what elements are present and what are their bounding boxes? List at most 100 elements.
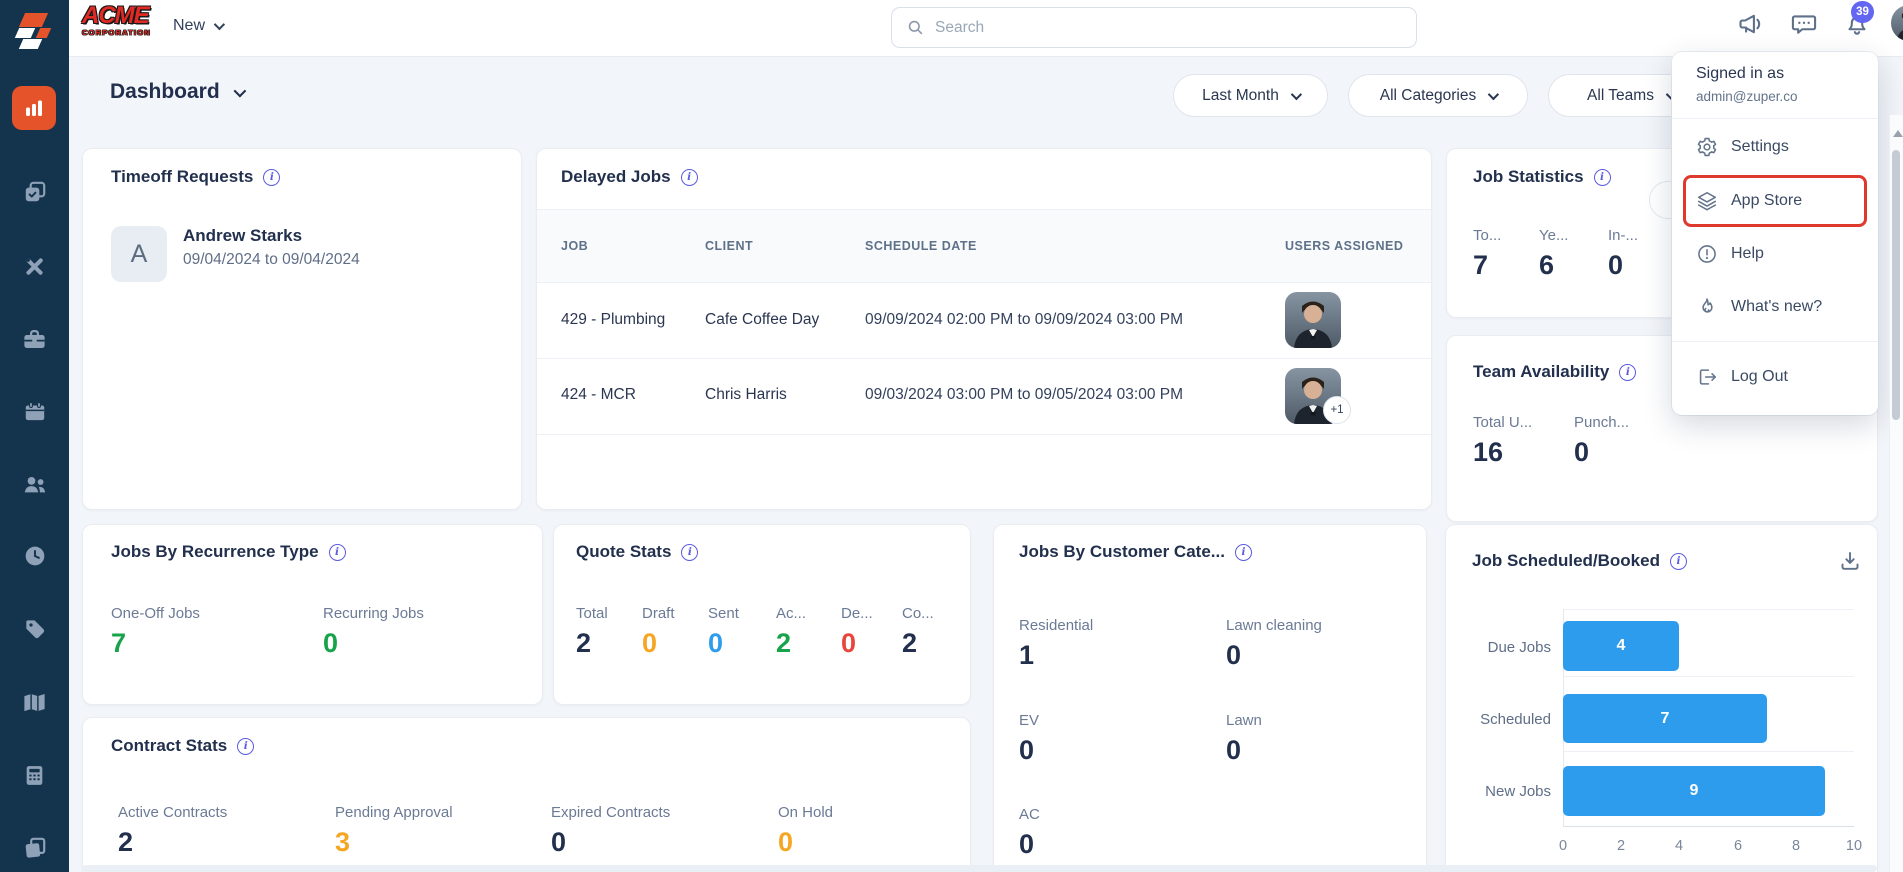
- column-header-client: CLIENT: [705, 239, 754, 253]
- job-scheduled-booked-card: Job Scheduled/Booked Due Jobs 4 Schedule…: [1445, 524, 1878, 872]
- stat-quote-converted: Co... 2: [902, 605, 934, 658]
- info-icon[interactable]: [1234, 543, 1252, 561]
- page-title[interactable]: Dashboard: [110, 80, 246, 104]
- chart-category-label: Scheduled: [1480, 711, 1551, 728]
- jobs-icon: [22, 179, 48, 205]
- column-header-users: USERS ASSIGNED: [1285, 239, 1404, 253]
- download-chart-button[interactable]: [1838, 549, 1862, 573]
- profile-avatar[interactable]: [1891, 5, 1903, 41]
- chart-category-label: New Jobs: [1485, 783, 1551, 800]
- stat-on-hold: On Hold 0: [778, 804, 834, 857]
- stat-quote-accepted: Ac... 2: [776, 605, 807, 658]
- menu-item-whats-new[interactable]: What's new?: [1672, 285, 1878, 329]
- filter-date-range[interactable]: Last Month: [1173, 74, 1328, 117]
- info-icon[interactable]: [680, 168, 698, 186]
- scrollbar-up-arrow[interactable]: [1893, 130, 1903, 137]
- sidebar-item-jobs[interactable]: [0, 168, 69, 216]
- vertical-scrollbar[interactable]: [1889, 115, 1903, 872]
- flame-icon: [1696, 296, 1718, 318]
- extra-users-badge[interactable]: +1: [1323, 396, 1351, 424]
- gear-icon: [1696, 136, 1718, 158]
- stat-inprogress: In-... 0: [1608, 227, 1639, 280]
- card-title: Timeoff Requests: [111, 167, 281, 187]
- menu-item-help[interactable]: Help: [1672, 232, 1878, 276]
- stat-total: To... 7: [1473, 227, 1502, 280]
- info-icon[interactable]: [1619, 363, 1637, 381]
- menu-item-app-store[interactable]: App Store: [1672, 179, 1878, 223]
- chart-bar[interactable]: 7: [1563, 694, 1767, 743]
- card-title: Jobs By Customer Cate...: [1019, 542, 1252, 562]
- stat-expired-contracts: Expired Contracts 0: [551, 804, 671, 857]
- calendar-icon: [22, 399, 48, 425]
- info-icon[interactable]: [1669, 552, 1687, 570]
- sidebar-item-teams[interactable]: [0, 460, 69, 508]
- notification-count-badge: 39: [1851, 1, 1874, 23]
- info-icon[interactable]: [1593, 168, 1611, 186]
- sidebar-item-timesheets[interactable]: [0, 532, 69, 580]
- zuper-logo[interactable]: [12, 8, 58, 52]
- stat-total-users: Total U... 16: [1473, 414, 1533, 467]
- sidebar-item-map[interactable]: [0, 678, 69, 726]
- signed-in-email: admin@zuper.co: [1696, 89, 1798, 104]
- x-axis-tick: 6: [1733, 838, 1743, 854]
- delayed-jobs-card: Delayed Jobs JOB CLIENT SCHEDULE DATE US…: [536, 148, 1432, 510]
- stat-quote-declined: De... 0: [841, 605, 873, 658]
- info-icon[interactable]: [328, 543, 346, 561]
- info-icon[interactable]: [681, 543, 699, 561]
- chart-bar[interactable]: 4: [1563, 621, 1679, 671]
- card-title: Quote Stats: [576, 542, 699, 562]
- chat-button[interactable]: [1790, 10, 1818, 38]
- stat-residential: Residential 1: [1019, 617, 1094, 670]
- sidebar-item-dashboard[interactable]: [12, 86, 56, 130]
- user-menu-dropdown: Signed in as admin@zuper.co Settings App…: [1672, 52, 1878, 415]
- stat-oneoff: One-Off Jobs 7: [111, 605, 200, 658]
- chevron-down-icon: [233, 84, 246, 97]
- stat-quote-sent: Sent 0: [708, 605, 739, 658]
- org-name: ACME: [82, 2, 150, 29]
- sidebar-item-pricing[interactable]: [0, 605, 69, 653]
- menu-item-settings[interactable]: Settings: [1672, 125, 1878, 169]
- zuper-logo-shape: [18, 13, 49, 27]
- new-button[interactable]: New: [173, 17, 226, 35]
- stat-yet: Ye... 6: [1539, 227, 1569, 280]
- chart-bar[interactable]: 9: [1563, 766, 1825, 816]
- sidebar: [0, 0, 69, 872]
- menu-item-log-out[interactable]: Log Out: [1672, 355, 1878, 399]
- sidebar-item-calendar[interactable]: [0, 388, 69, 436]
- horizontal-scrollbar[interactable]: [82, 865, 1877, 872]
- timeoff-requests-card: Timeoff Requests A Andrew Starks 09/04/2…: [82, 148, 522, 510]
- logout-icon: [1696, 366, 1718, 388]
- sidebar-item-toolbox[interactable]: [0, 315, 69, 363]
- sidebar-item-documents[interactable]: [0, 824, 69, 872]
- card-title: Job Statistics: [1473, 167, 1611, 187]
- jobs-by-recurrence-card: Jobs By Recurrence Type One-Off Jobs 7 R…: [82, 524, 543, 705]
- client-cell: Cafe Coffee Day: [705, 311, 820, 328]
- scrollbar-thumb[interactable]: [1892, 150, 1900, 420]
- sidebar-item-invoices[interactable]: [0, 751, 69, 799]
- info-icon[interactable]: [263, 168, 281, 186]
- card-title: Job Scheduled/Booked: [1472, 551, 1687, 571]
- announcements-button[interactable]: [1737, 10, 1765, 38]
- contract-stats-card: Contract Stats Active Contracts 2 Pendin…: [82, 717, 971, 872]
- chat-icon: [1791, 15, 1817, 34]
- zuper-logo-shape: [14, 28, 36, 38]
- help-icon: [1696, 243, 1718, 265]
- teams-icon: [21, 470, 49, 498]
- search-bar[interactable]: [891, 7, 1417, 48]
- x-axis-tick: 0: [1558, 838, 1568, 854]
- toolbox-icon: [21, 326, 48, 353]
- timeoff-date-range: 09/04/2024 to 09/04/2024: [183, 251, 360, 268]
- quote-stats-card: Quote Stats Total 2 Draft 0 Sent 0 Ac...…: [553, 524, 971, 705]
- sidebar-item-tools[interactable]: [0, 242, 69, 290]
- table-header-row: [537, 210, 1431, 282]
- search-input[interactable]: [935, 18, 1402, 37]
- documents-icon: [22, 835, 48, 861]
- assigned-user-avatar: [1285, 292, 1341, 348]
- org-logo[interactable]: ACME CORPORATION: [82, 2, 151, 37]
- map-icon: [21, 689, 48, 716]
- filter-categories[interactable]: All Categories: [1348, 74, 1528, 117]
- info-icon[interactable]: [237, 737, 255, 755]
- client-cell: Chris Harris: [705, 386, 787, 403]
- stat-lawn: Lawn 0: [1226, 712, 1262, 765]
- jobs-by-customer-category-card: Jobs By Customer Cate... Residential 1 L…: [993, 524, 1427, 872]
